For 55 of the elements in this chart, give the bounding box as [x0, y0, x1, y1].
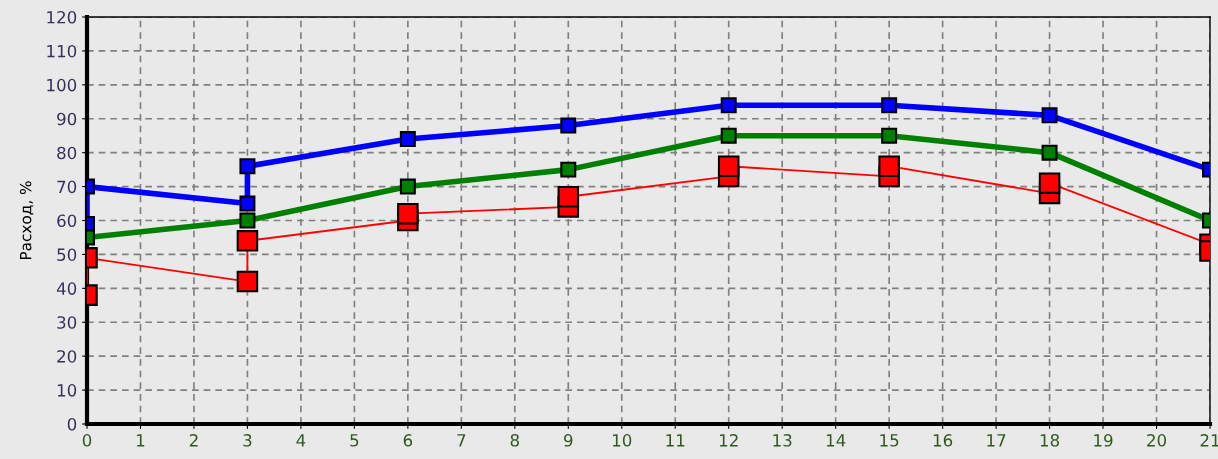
- x-tick-label: 16: [933, 434, 953, 447]
- y-tick-label: 50: [57, 248, 77, 261]
- point: [1038, 172, 1061, 194]
- x-tick-label: 1: [137, 434, 145, 447]
- x-tick-label: 11: [666, 434, 685, 447]
- y-tick-label: 20: [57, 350, 77, 363]
- point: [1041, 107, 1058, 124]
- point: [239, 195, 256, 212]
- point: [236, 230, 259, 252]
- y-tick-label: 30: [57, 316, 77, 329]
- point: [557, 186, 580, 208]
- x-tick-label: 20: [1147, 434, 1167, 447]
- x-tick-label: 9: [564, 434, 573, 447]
- point: [399, 178, 416, 195]
- y-tick-label: 90: [57, 112, 77, 126]
- x-tick-label: 3: [243, 434, 252, 447]
- x-tick-label: 7: [457, 434, 466, 447]
- y-tick-label: 80: [57, 146, 77, 160]
- point: [560, 117, 577, 134]
- point: [239, 158, 256, 175]
- y-tick-label: 0: [67, 417, 77, 431]
- y-tick-label: 70: [57, 180, 77, 194]
- x-tick-label: 5: [350, 434, 359, 447]
- y-tick-label: 110: [47, 44, 77, 58]
- x-tick-label: 2: [189, 434, 198, 447]
- x-tick-label: 19: [1094, 434, 1113, 447]
- point: [1041, 144, 1058, 161]
- point: [399, 131, 416, 148]
- x-tick-label: 15: [880, 434, 899, 447]
- x-tick-label: 18: [1040, 434, 1060, 447]
- y-tick-label: 100: [47, 78, 77, 92]
- y-axis-title: Расход, %: [19, 181, 34, 260]
- point: [881, 127, 898, 144]
- point: [878, 155, 900, 177]
- x-tick-label: 13: [773, 434, 792, 447]
- x-tick-label: 12: [719, 434, 738, 447]
- x-tick-label: 14: [826, 434, 846, 447]
- y-tick-label: 60: [57, 214, 77, 228]
- point: [560, 161, 577, 178]
- y-tick-label: 120: [47, 10, 77, 24]
- x-tick-label: 8: [510, 434, 519, 447]
- y-tick-label: 10: [57, 384, 77, 397]
- point: [720, 97, 737, 114]
- point: [881, 97, 898, 114]
- x-tick-label: 4: [296, 434, 306, 447]
- point: [717, 155, 740, 177]
- x-tick-label: 6: [403, 434, 413, 447]
- point: [239, 212, 256, 229]
- point: [397, 202, 419, 225]
- x-tick-label: 0: [82, 434, 92, 447]
- x-tick-label: 10: [612, 434, 632, 447]
- point: [720, 127, 737, 144]
- point: [236, 270, 259, 293]
- y-tick-label: 40: [56, 282, 77, 295]
- x-tick-label: 17: [987, 434, 1006, 447]
